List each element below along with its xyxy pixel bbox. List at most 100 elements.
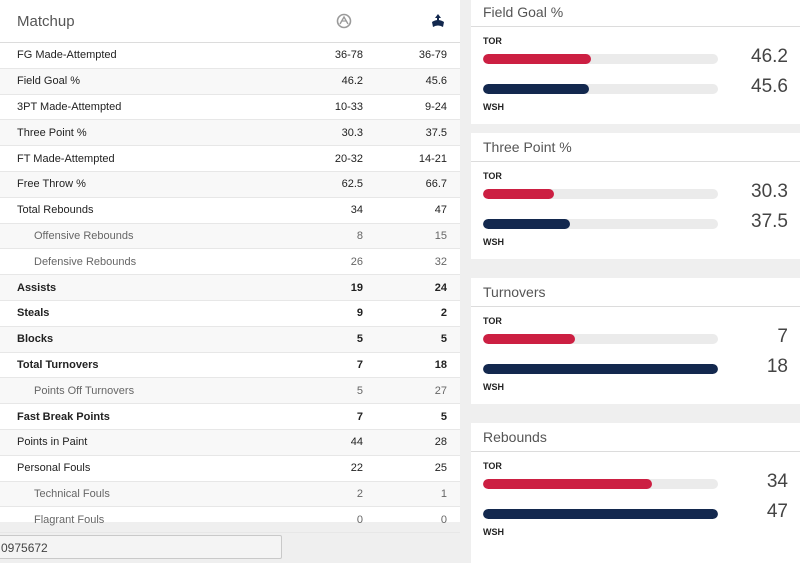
- tor-value: 19: [350, 281, 363, 294]
- tor-bar-track: [483, 189, 718, 199]
- table-row: 3PT Made-Attempted 10-33 9-24: [0, 95, 460, 121]
- table-row: Free Throw % 62.5 66.7: [0, 171, 460, 198]
- wsh-stat-value: 47: [766, 501, 788, 522]
- wsh-value: 25: [434, 462, 447, 475]
- bottom-input-field[interactable]: 0975672: [0, 535, 282, 559]
- wsh-value: 15: [434, 229, 447, 242]
- wsh-bar-fill: [483, 364, 718, 374]
- wsh-bar-track: [483, 84, 718, 94]
- table-row: Steals 9 2: [0, 301, 460, 327]
- raptors-logo-icon: [294, 13, 380, 29]
- card-title: Three Point %: [471, 133, 800, 162]
- row-label: Technical Fouls: [34, 487, 110, 500]
- table-row: Three Point % 30.3 37.5: [0, 120, 460, 147]
- tor-stat-value: 34: [766, 471, 788, 492]
- wsh-bar-track: [483, 364, 718, 374]
- table-row: Total Rebounds 34 47: [0, 198, 460, 224]
- matchup-table: Matchup FG Made-Attempted 36-78 36-79 Field…: [0, 0, 460, 526]
- team-label-tor: TOR: [483, 171, 502, 181]
- table-row: FT Made-Attempted 20-32 14-21: [0, 146, 460, 172]
- stat-card: Turnovers TOR 7 18 WSH: [471, 278, 800, 404]
- stat-card: Three Point % TOR 30.3 37.5 WSH: [471, 133, 800, 259]
- row-label: FG Made-Attempted: [17, 49, 117, 62]
- stat-card: Field Goal % TOR 46.2 45.6 WSH: [471, 0, 800, 124]
- tor-value: 44: [350, 436, 363, 449]
- card-title: Turnovers: [471, 278, 800, 307]
- tor-value: 20-32: [334, 152, 363, 165]
- wsh-value: 5: [440, 410, 447, 423]
- row-label: Flagrant Fouls: [34, 513, 105, 526]
- wsh-value: 24: [434, 281, 447, 294]
- tor-value: 30.3: [341, 126, 363, 139]
- row-label: Steals: [17, 307, 50, 320]
- tor-bar-fill: [483, 334, 575, 344]
- matchup-header: Matchup: [0, 0, 460, 43]
- wsh-stat-value: 18: [766, 356, 788, 377]
- table-row: Defensive Rebounds 26 32: [0, 249, 460, 276]
- team-label-wsh: WSH: [483, 527, 504, 537]
- row-label: Total Turnovers: [17, 358, 99, 371]
- tor-value: 7: [356, 410, 363, 423]
- tor-value: 62.5: [341, 178, 363, 191]
- tor-value: 5: [356, 384, 363, 397]
- tor-value: 7: [356, 358, 363, 371]
- wsh-value: 9-24: [424, 100, 447, 113]
- tor-bar-track: [483, 54, 718, 64]
- tor-value: 8: [356, 229, 363, 242]
- team-label-tor: TOR: [483, 461, 502, 471]
- row-label: Blocks: [17, 333, 54, 346]
- team-label-wsh: WSH: [483, 102, 504, 112]
- table-row: Total Turnovers 7 18: [0, 353, 460, 379]
- row-label: Personal Fouls: [17, 462, 91, 475]
- row-label: Free Throw %: [17, 178, 86, 191]
- wsh-value: 14-21: [418, 152, 447, 165]
- table-row: Blocks 5 5: [0, 326, 460, 353]
- tor-value: 22: [350, 462, 363, 475]
- tor-value: 26: [350, 255, 363, 268]
- row-label: Points in Paint: [17, 436, 88, 449]
- table-row: Flagrant Fouls 0 0: [0, 507, 460, 534]
- tor-bar-fill: [483, 479, 653, 489]
- row-label: Assists: [17, 281, 57, 294]
- wsh-value: 66.7: [425, 178, 447, 191]
- team-label-wsh: WSH: [483, 382, 504, 392]
- wsh-value: 1: [440, 487, 447, 500]
- wsh-value: 36-79: [418, 49, 447, 62]
- tor-value: 36-78: [334, 49, 363, 62]
- tor-stat-value: 46.2: [751, 46, 788, 67]
- table-row: FG Made-Attempted 36-78 36-79: [0, 43, 460, 69]
- table-row: Points Off Turnovers 5 27: [0, 378, 460, 405]
- row-label: Offensive Rebounds: [34, 229, 134, 242]
- tor-value: 9: [356, 307, 363, 320]
- table-row: Field Goal % 46.2 45.6: [0, 68, 460, 95]
- table-row: Offensive Rebounds 8 15: [0, 223, 460, 250]
- wsh-bar-fill: [483, 84, 589, 94]
- tor-value: 46.2: [341, 75, 363, 88]
- card-title: Rebounds: [471, 423, 800, 452]
- wsh-value: 5: [440, 333, 447, 346]
- matchup-title: Matchup: [17, 12, 75, 30]
- row-label: Total Rebounds: [17, 204, 94, 217]
- wsh-value: 28: [434, 436, 447, 449]
- tor-value: 10-33: [334, 100, 363, 113]
- wsh-value: 2: [440, 307, 447, 320]
- wsh-stat-value: 45.6: [751, 76, 788, 97]
- wsh-value: 18: [434, 358, 447, 371]
- matchup-rows: FG Made-Attempted 36-78 36-79 Field Goal % 4…: [0, 43, 460, 534]
- table-row: Points in Paint 44 28: [0, 429, 460, 456]
- row-label: Three Point %: [17, 126, 87, 139]
- wsh-value: 47: [434, 204, 447, 217]
- wsh-bar-track: [483, 219, 718, 229]
- wsh-bar-fill: [483, 219, 570, 229]
- wsh-value: 45.6: [425, 75, 447, 88]
- wsh-bar-fill: [483, 509, 718, 519]
- wsh-value: 0: [440, 513, 447, 526]
- wsh-value: 32: [434, 255, 447, 268]
- tor-bar-track: [483, 479, 718, 489]
- row-label: Defensive Rebounds: [34, 255, 137, 268]
- tor-value: 34: [350, 204, 363, 217]
- wsh-bar-track: [483, 509, 718, 519]
- row-label: 3PT Made-Attempted: [17, 100, 122, 113]
- stat-card: Rebounds TOR 34 47 WSH: [471, 423, 800, 563]
- wizards-logo-icon: [380, 13, 460, 29]
